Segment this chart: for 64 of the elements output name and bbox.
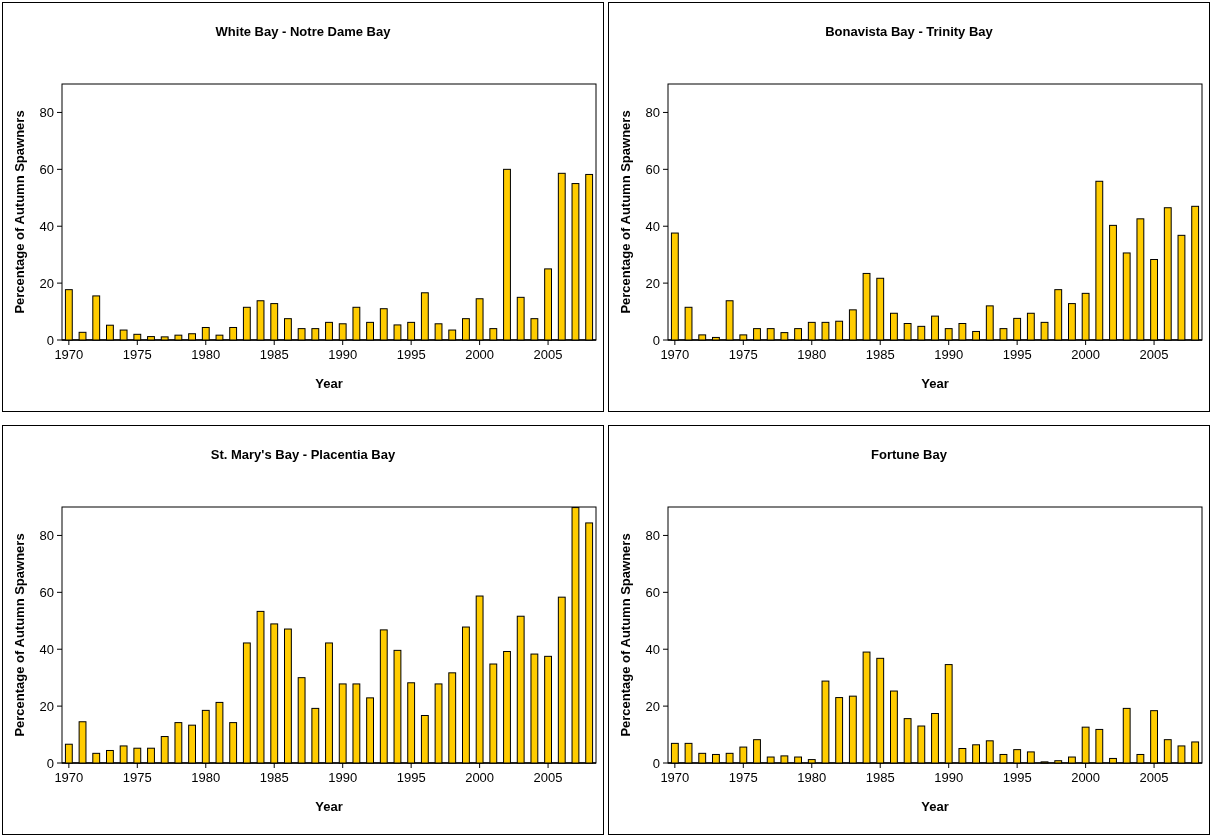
chart-title: Bonavista Bay - Trinity Bay [825, 24, 994, 39]
x-tick-label: 1995 [1002, 770, 1032, 785]
y-tick-label: 20 [645, 698, 660, 714]
x-tick-label: 1970 [660, 770, 690, 785]
y-axis-title: Percentage of Autumn Spawners [12, 110, 27, 314]
x-tick-label: 1985 [259, 770, 289, 785]
y-tick-label: 40 [39, 218, 54, 234]
x-tick-label: 2000 [1071, 347, 1101, 362]
x-tick-label: 1980 [191, 347, 221, 362]
x-tick-label: 2005 [1139, 770, 1169, 785]
y-tick-label: 0 [652, 332, 660, 348]
x-axis-title: Year [315, 376, 343, 391]
y-tick-label: 60 [645, 584, 660, 600]
y-tick-label: 40 [39, 641, 54, 657]
y-tick-label: 20 [39, 698, 54, 714]
x-axis-title: Year [315, 799, 343, 814]
y-axis-title: Percentage of Autumn Spawners [12, 533, 27, 737]
y-tick-label: 0 [652, 755, 660, 771]
x-tick-label: 1995 [1002, 347, 1032, 362]
x-tick-label: 1985 [865, 770, 895, 785]
x-tick-label: 1985 [259, 347, 289, 362]
chart-title: Fortune Bay [871, 447, 948, 462]
x-tick-label: 1990 [934, 347, 964, 362]
x-tick-label: 1980 [191, 770, 221, 785]
y-tick-label: 60 [39, 584, 54, 600]
x-tick-label: 1970 [54, 347, 84, 362]
chart-title: White Bay - Notre Dame Bay [215, 24, 392, 39]
x-tick-label: 1995 [396, 770, 426, 785]
y-tick-label: 0 [46, 332, 54, 348]
x-tick-label: 1975 [122, 770, 152, 785]
x-tick-label: 2000 [1071, 770, 1101, 785]
x-tick-label: 2000 [465, 347, 495, 362]
x-tick-label: 1990 [934, 770, 964, 785]
x-tick-label: 1985 [865, 347, 895, 362]
x-tick-label: 1975 [122, 347, 152, 362]
y-tick-label: 80 [39, 104, 54, 120]
y-tick-label: 20 [39, 275, 54, 291]
y-tick-label: 0 [46, 755, 54, 771]
y-tick-label: 60 [645, 161, 660, 177]
x-tick-label: 2005 [533, 770, 563, 785]
y-axis-title: Percentage of Autumn Spawners [618, 110, 633, 314]
x-axis-title: Year [921, 799, 949, 814]
x-tick-label: 1980 [797, 347, 827, 362]
x-tick-label: 1975 [728, 770, 758, 785]
y-tick-label: 60 [39, 161, 54, 177]
x-tick-label: 1990 [328, 347, 358, 362]
y-axis-title: Percentage of Autumn Spawners [618, 533, 633, 737]
y-tick-label: 20 [645, 275, 660, 291]
chart-title: St. Mary's Bay - Placentia Bay [210, 447, 396, 462]
y-tick-label: 80 [39, 527, 54, 543]
x-tick-label: 1995 [396, 347, 426, 362]
x-tick-label: 2000 [465, 770, 495, 785]
x-axis-title: Year [921, 376, 949, 391]
x-tick-label: 1980 [797, 770, 827, 785]
y-tick-label: 40 [645, 218, 660, 234]
x-tick-label: 2005 [533, 347, 563, 362]
y-tick-label: 40 [645, 641, 660, 657]
x-tick-label: 2005 [1139, 347, 1169, 362]
x-tick-label: 1970 [54, 770, 84, 785]
x-tick-label: 1970 [660, 347, 690, 362]
x-tick-label: 1990 [328, 770, 358, 785]
y-tick-label: 80 [645, 104, 660, 120]
y-tick-label: 80 [645, 527, 660, 543]
x-tick-label: 1975 [728, 347, 758, 362]
